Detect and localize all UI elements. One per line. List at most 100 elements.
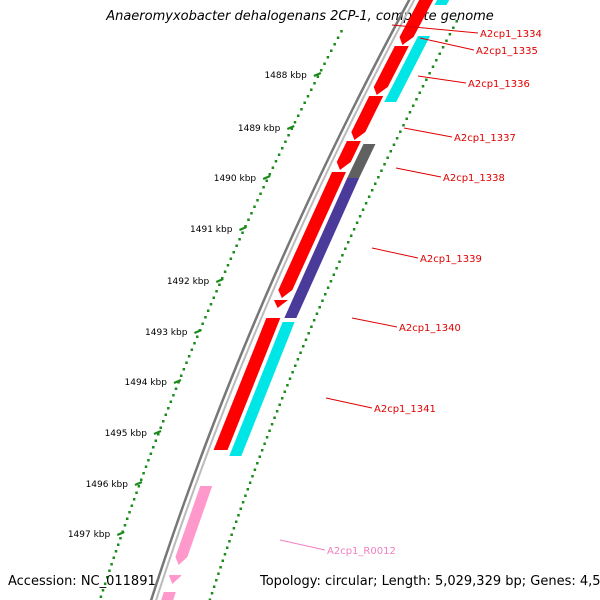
outer-track-dot <box>340 30 343 33</box>
inner-track-dot <box>326 286 330 289</box>
orf-cyan-1341 <box>229 322 295 456</box>
outer-track-dot <box>172 394 175 397</box>
inner-track-dot <box>383 163 386 166</box>
outer-track-dot <box>116 543 120 546</box>
cds-a2cp1-1340 <box>274 300 288 308</box>
outer-track-dot <box>201 322 204 325</box>
outer-track-dot <box>229 257 233 260</box>
orf-cyan-1335 <box>384 36 431 102</box>
outer-track-dot <box>149 452 153 455</box>
inner-track-dot <box>265 436 269 439</box>
inner-track-dot <box>405 117 408 120</box>
inner-track-dot <box>237 514 240 517</box>
outer-track-dot <box>262 186 265 189</box>
inner-track-dot <box>215 579 218 582</box>
inner-track-dot <box>380 169 383 172</box>
inner-track-dot <box>244 494 247 497</box>
outer-track-dot <box>281 147 284 150</box>
inner-track-dot <box>367 195 371 198</box>
outer-track-dot <box>287 134 290 137</box>
outer-track-dot <box>128 511 131 514</box>
inner-track-dot <box>225 546 229 549</box>
outer-track-dot <box>316 75 320 78</box>
gene-label: A2cp1_1341 <box>374 404 436 415</box>
inner-track-dot <box>370 189 374 192</box>
inner-track-dot <box>256 462 259 465</box>
cds-a2cp1-1336 <box>373 46 409 95</box>
gene-label: A2cp1_1337 <box>454 133 516 144</box>
scale-label: 1495 kbp <box>105 429 148 439</box>
outer-track-dot <box>112 556 116 559</box>
inner-track-dot <box>441 46 445 49</box>
outer-track-dot <box>101 589 105 592</box>
outer-track-dot <box>119 537 122 540</box>
scale-label: 1490 kbp <box>214 174 257 184</box>
inner-track-dot <box>275 410 279 413</box>
outer-track-dot <box>169 400 173 403</box>
outer-track-dot <box>284 140 287 143</box>
inner-track-dot <box>294 364 297 367</box>
outer-track-dot <box>256 199 259 202</box>
gene-label: A2cp1_1338 <box>443 173 505 184</box>
outer-track-dot <box>187 355 191 358</box>
genome-summary-text: Topology: circular; Length: 5,029,329 bp… <box>260 574 600 589</box>
outer-track-dot <box>204 316 207 319</box>
rna-small-arrow <box>169 575 182 584</box>
orf-purple-1339 <box>284 178 360 318</box>
cds-a2cp1-1334 <box>399 0 434 45</box>
inner-track-dot <box>355 221 359 224</box>
inner-track-dot <box>239 507 243 510</box>
outer-track-dot <box>212 296 216 299</box>
outer-track-dot <box>174 387 178 390</box>
label-leader-line <box>403 127 453 138</box>
inner-track-dot <box>324 293 327 296</box>
major-tick <box>193 328 202 335</box>
inner-track-dot <box>389 150 393 153</box>
outer-track-dot <box>185 361 188 364</box>
gene-label: A2cp1_1335 <box>476 46 538 57</box>
inner-track-dot <box>425 78 428 81</box>
gene-label: A2cp1_1339 <box>420 254 482 265</box>
major-tick <box>239 225 247 232</box>
inner-track-dot <box>232 527 236 530</box>
outer-track-dot <box>179 374 183 377</box>
label-leader-line <box>395 167 442 178</box>
inner-track-dot <box>377 176 380 179</box>
inner-track-dot <box>302 345 305 348</box>
outer-track-dot <box>206 309 210 312</box>
inner-track-dot <box>234 520 238 523</box>
inner-track-dot <box>260 449 264 452</box>
outer-track-dot <box>313 82 316 85</box>
outer-track-dot <box>137 485 141 488</box>
inner-track-dot <box>361 208 365 211</box>
gene-labels: A2cp1_1334 A2cp1_1335 A2cp1_1336 A2cp1_1337… <box>279 24 542 557</box>
inner-track-dot <box>212 585 216 588</box>
outer-track-dot <box>330 49 333 52</box>
inner-track-dot <box>221 559 225 562</box>
inner-track-dot <box>223 553 227 556</box>
outer-track-dot <box>238 238 241 241</box>
outer-track-dot <box>195 335 199 338</box>
outer-track-dot <box>300 108 303 111</box>
inner-track-dot <box>296 358 300 361</box>
outer-track-dot <box>156 433 160 436</box>
accession-text: Accession: NC_011891 <box>8 574 156 589</box>
outer-track-dot <box>139 478 143 481</box>
outer-track-dot <box>152 446 155 449</box>
rna-a2cp1-r0012 <box>175 486 213 565</box>
outer-track-dot <box>274 160 278 163</box>
cds-a2cp1-1338 <box>336 141 361 170</box>
inner-track-dot <box>349 234 353 237</box>
inner-track-dot <box>392 143 396 146</box>
outer-track-dot <box>326 56 330 59</box>
inner-track-dot <box>399 130 402 133</box>
major-tick <box>215 277 224 284</box>
outer-track-dot <box>209 303 213 306</box>
label-leader-line <box>279 539 326 551</box>
inner-track-dot <box>283 390 287 393</box>
inner-track-dot <box>435 59 438 62</box>
outer-track-dot <box>235 244 238 247</box>
inner-track-dot <box>312 319 316 322</box>
outer-track-dot <box>125 517 129 520</box>
outer-track-dot <box>293 121 297 124</box>
